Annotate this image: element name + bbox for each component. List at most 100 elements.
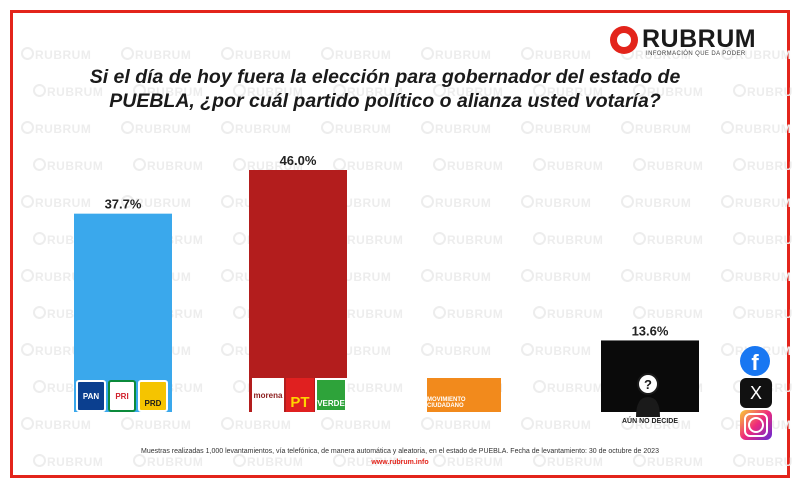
watermark-text: RUBRUM: [521, 417, 591, 432]
watermark-text: RUBRUM: [233, 84, 303, 99]
watermark-text: RUBRUM: [133, 454, 203, 469]
watermark-text: RUBRUM: [433, 232, 503, 247]
watermark-text: RUBRUM: [521, 343, 591, 358]
morena-logo: morena: [252, 378, 284, 412]
watermark-text: RUBRUM: [421, 343, 491, 358]
watermark-text: RUBRUM: [533, 232, 603, 247]
watermark-text: RUBRUM: [533, 158, 603, 173]
watermark-text: RUBRUM: [733, 158, 793, 173]
watermark-text: RUBRUM: [221, 47, 291, 62]
watermark-text: RUBRUM: [621, 121, 691, 136]
watermark-text: RUBRUM: [433, 454, 503, 469]
watermark-text: RUBRUM: [533, 306, 603, 321]
watermark-text: RUBRUM: [133, 84, 203, 99]
watermark-text: RUBRUM: [421, 417, 491, 432]
x-icon[interactable]: X: [740, 378, 772, 408]
watermark-text: RUBRUM: [633, 454, 703, 469]
watermark-text: RUBRUM: [533, 380, 603, 395]
watermark-text: RUBRUM: [321, 343, 391, 358]
brand-tagline: INFORMACIÓN QUE DA PODER: [646, 51, 746, 57]
watermark-text: RUBRUM: [221, 417, 291, 432]
watermark-text: RUBRUM: [433, 158, 503, 173]
watermark-text: RUBRUM: [721, 121, 791, 136]
movimiento-ciudadano-logo: MOVIMIENTO CIUDADANO: [427, 378, 501, 412]
watermark-text: RUBRUM: [733, 454, 793, 469]
bar-value-label: 13.6%: [632, 323, 669, 338]
watermark-text: RUBRUM: [333, 232, 403, 247]
instagram-icon[interactable]: [740, 410, 772, 440]
watermark-text: RUBRUM: [121, 121, 191, 136]
verde-logo: VERDE: [315, 378, 347, 412]
methodology-footnote: Muestras realizadas 1,000 levantamientos…: [141, 448, 659, 455]
watermark-text: RUBRUM: [521, 47, 591, 62]
watermark-text: RUBRUM: [33, 84, 103, 99]
watermark-text: RUBRUM: [21, 195, 91, 210]
watermark-text: RUBRUM: [121, 47, 191, 62]
watermark-text: RUBRUM: [233, 158, 303, 173]
watermark-text: RUBRUM: [521, 195, 591, 210]
watermark-text: RUBRUM: [121, 417, 191, 432]
watermark-text: RUBRUM: [21, 47, 91, 62]
prd-logo: PRD: [138, 380, 168, 412]
bar-value-label: 46.0%: [280, 153, 317, 168]
watermark-text: RUBRUM: [133, 158, 203, 173]
website-url[interactable]: www.rubrum.info: [371, 459, 429, 466]
watermark-text: RUBRUM: [621, 47, 691, 62]
watermark-text: RUBRUM: [733, 232, 793, 247]
watermark-text: RUBRUM: [321, 417, 391, 432]
watermark-text: RUBRUM: [121, 195, 191, 210]
watermark-text: RUBRUM: [333, 306, 403, 321]
watermark-text: RUBRUM: [733, 306, 793, 321]
watermark-text: RUBRUM: [333, 84, 403, 99]
watermark-text: RUBRUM: [621, 269, 691, 284]
brand-logo: RUBRUM INFORMACIÓN QUE DA PODER: [610, 24, 760, 60]
watermark-text: RUBRUM: [533, 84, 603, 99]
watermark-text: RUBRUM: [333, 158, 403, 173]
watermark-text: RUBRUM: [633, 84, 703, 99]
watermark-text: RUBRUM: [421, 121, 491, 136]
undecided-label: AÚN NO DECIDE: [621, 418, 678, 425]
watermark-text: RUBRUM: [633, 232, 703, 247]
watermark-text: RUBRUM: [633, 306, 703, 321]
bar-1: [74, 213, 172, 412]
watermark-text: RUBRUM: [321, 269, 391, 284]
watermark-text: RUBRUM: [333, 454, 403, 469]
watermark-text: RUBRUM: [533, 454, 603, 469]
watermark-text: RUBRUM: [33, 158, 103, 173]
watermark-text: RUBRUM: [633, 158, 703, 173]
watermark-text: RUBRUM: [521, 269, 591, 284]
watermark-text: RUBRUM: [721, 47, 791, 62]
watermark-text: RUBRUM: [721, 269, 791, 284]
watermark-text: RUBRUM: [621, 195, 691, 210]
pt-logo: PT: [286, 378, 314, 412]
watermark-text: RUBRUM: [433, 306, 503, 321]
watermark-text: RUBRUM: [321, 121, 391, 136]
watermark-text: RUBRUM: [521, 121, 591, 136]
watermark-text: RUBRUM: [621, 417, 691, 432]
question-person-icon: ?: [636, 373, 660, 417]
watermark-text: RUBRUM: [221, 121, 291, 136]
watermark-text: RUBRUM: [421, 47, 491, 62]
bar-value-label: 37.7%: [105, 197, 142, 212]
watermark-text: RUBRUM: [321, 195, 391, 210]
facebook-icon[interactable]: f: [740, 346, 770, 376]
watermark-text: RUBRUM: [321, 47, 391, 62]
pri-logo: PRI: [108, 380, 136, 412]
watermark-text: RUBRUM: [21, 121, 91, 136]
watermark-text: RUBRUM: [421, 269, 491, 284]
chart-question: Si el día de hoy fuera la elección para …: [89, 66, 681, 112]
bar-2: [249, 170, 347, 412]
brand-name: RUBRUM: [642, 25, 757, 53]
watermark-text: RUBRUM: [721, 195, 791, 210]
watermark-text: RUBRUM: [233, 454, 303, 469]
watermark-text: RUBRUM: [433, 84, 503, 99]
watermark-text: RUBRUM: [21, 417, 91, 432]
svg-text:?: ?: [644, 377, 652, 392]
pan-logo: PAN: [76, 380, 106, 412]
brand-circle-icon: [610, 26, 638, 54]
watermark-text: RUBRUM: [33, 454, 103, 469]
watermark-text: RUBRUM: [333, 380, 403, 395]
watermark-text: RUBRUM: [421, 195, 491, 210]
watermark-text: RUBRUM: [733, 84, 793, 99]
